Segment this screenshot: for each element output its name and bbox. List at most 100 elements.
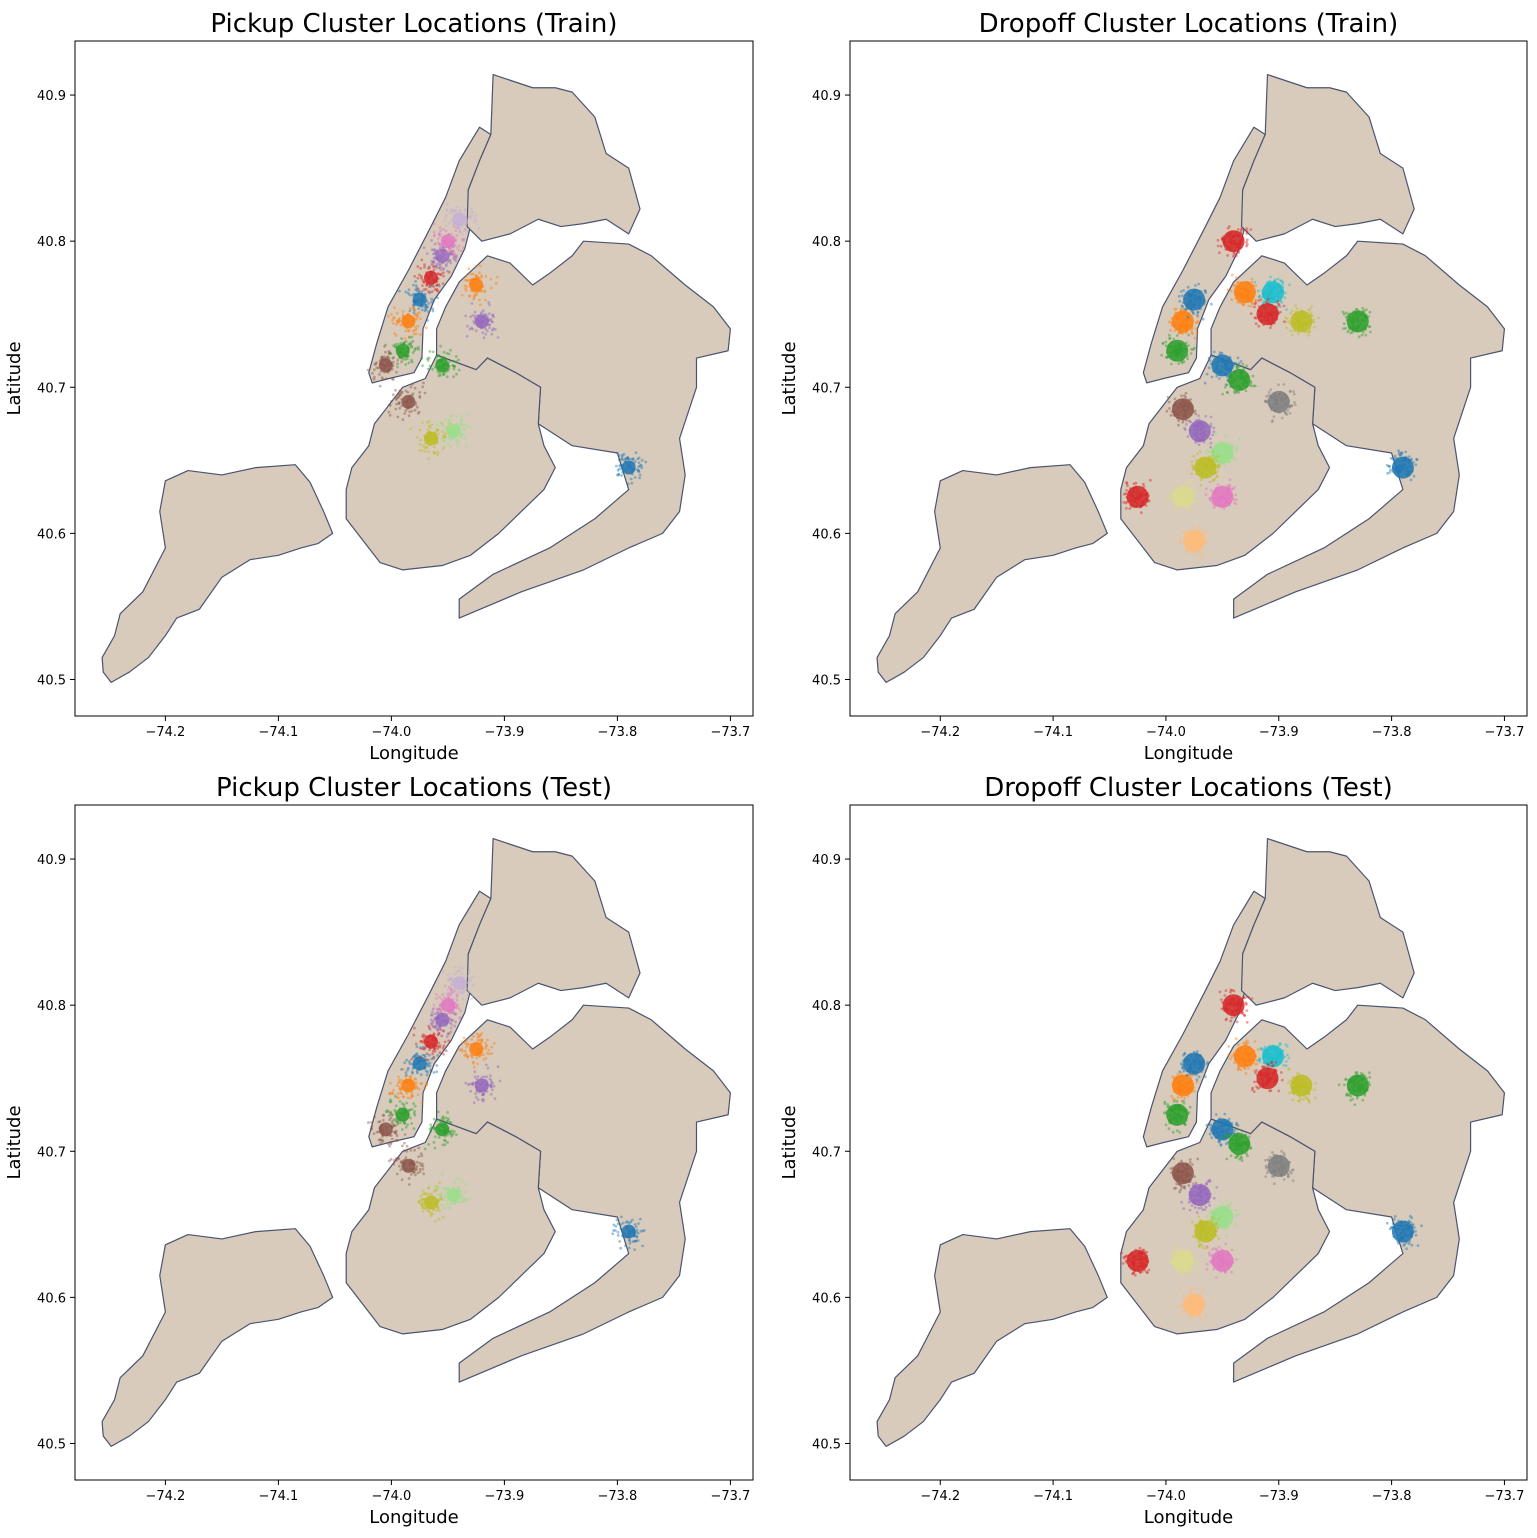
trip-point bbox=[478, 1055, 482, 1058]
trip-point bbox=[473, 294, 476, 298]
trip-point bbox=[449, 1132, 453, 1136]
trip-point bbox=[392, 1159, 396, 1162]
trip-point bbox=[421, 278, 425, 282]
trip-point bbox=[444, 229, 448, 233]
trip-point bbox=[1368, 310, 1372, 314]
trip-point bbox=[462, 1196, 466, 1200]
trip-point bbox=[1194, 321, 1198, 324]
trip-point bbox=[1243, 1014, 1246, 1017]
trip-point bbox=[464, 287, 467, 291]
trip-point bbox=[427, 310, 430, 314]
trip-point bbox=[1281, 282, 1284, 286]
trip-point bbox=[1205, 451, 1208, 454]
trip-point bbox=[1184, 481, 1188, 485]
trip-point bbox=[394, 1132, 398, 1135]
trip-point bbox=[1210, 375, 1214, 379]
trip-point bbox=[453, 998, 457, 1002]
y-tick-label: 40.6 bbox=[812, 527, 841, 542]
trip-point bbox=[489, 1079, 493, 1082]
trip-point bbox=[1171, 1075, 1175, 1078]
trip-point bbox=[389, 1142, 393, 1146]
trip-point bbox=[398, 389, 402, 393]
trip-point bbox=[1202, 440, 1206, 444]
trip-point bbox=[1241, 227, 1244, 231]
trip-point bbox=[423, 265, 426, 269]
trip-point bbox=[465, 285, 469, 288]
trip-point bbox=[1184, 428, 1187, 431]
trip-point bbox=[620, 457, 623, 461]
trip-point bbox=[445, 224, 449, 228]
trip-point bbox=[461, 232, 464, 236]
trip-point bbox=[435, 355, 438, 358]
trip-point bbox=[1312, 320, 1316, 324]
trip-point bbox=[404, 1071, 408, 1074]
trip-point bbox=[453, 989, 456, 992]
x-tick-label: −74.2 bbox=[145, 1489, 185, 1504]
trip-point bbox=[457, 1201, 460, 1204]
plot-area bbox=[101, 74, 732, 683]
cluster-core bbox=[469, 1042, 484, 1056]
trip-point bbox=[413, 1077, 417, 1081]
trip-point bbox=[415, 1168, 418, 1171]
cluster-8 bbox=[1250, 1060, 1284, 1093]
trip-point bbox=[1245, 238, 1249, 242]
trip-point bbox=[400, 391, 403, 394]
trip-point bbox=[425, 445, 429, 449]
trip-point bbox=[1233, 1061, 1236, 1065]
trip-point bbox=[457, 991, 460, 995]
trip-point bbox=[1255, 1062, 1259, 1066]
trip-point bbox=[488, 303, 491, 307]
trip-point bbox=[463, 278, 467, 282]
trip-point bbox=[441, 1029, 445, 1033]
trip-point bbox=[406, 1096, 410, 1100]
trip-point bbox=[455, 226, 458, 229]
trip-point bbox=[465, 334, 469, 338]
trip-point bbox=[484, 1045, 488, 1048]
cluster-core bbox=[446, 424, 461, 439]
trip-point bbox=[456, 444, 460, 447]
trip-point bbox=[1344, 326, 1348, 330]
trip-point bbox=[1204, 493, 1208, 496]
trip-point bbox=[379, 1138, 383, 1142]
trip-point bbox=[398, 1100, 402, 1103]
trip-point bbox=[486, 1038, 490, 1042]
trip-point bbox=[1389, 456, 1393, 460]
trip-point bbox=[448, 1202, 452, 1205]
trip-point bbox=[431, 1050, 435, 1053]
trip-point bbox=[484, 1041, 487, 1045]
trip-point bbox=[400, 1128, 404, 1131]
trip-point bbox=[616, 1234, 620, 1237]
trip-point bbox=[633, 1239, 637, 1243]
trip-point bbox=[462, 237, 466, 241]
trip-point bbox=[427, 424, 431, 428]
trip-point bbox=[441, 1046, 445, 1050]
trip-point bbox=[414, 288, 418, 292]
trip-point bbox=[426, 319, 429, 322]
trip-point bbox=[431, 1212, 435, 1216]
trip-point bbox=[392, 344, 395, 348]
trip-point bbox=[443, 1194, 446, 1198]
trip-point bbox=[428, 266, 431, 269]
trip-point bbox=[412, 283, 415, 287]
trip-point bbox=[447, 1032, 451, 1036]
trip-point bbox=[1245, 230, 1249, 233]
trip-point bbox=[427, 265, 431, 269]
trip-point bbox=[438, 1004, 442, 1007]
trip-point bbox=[620, 474, 623, 477]
trip-point bbox=[412, 1055, 416, 1059]
trip-point bbox=[460, 991, 463, 994]
trip-point bbox=[404, 409, 408, 413]
trip-point bbox=[433, 1026, 437, 1029]
trip-point bbox=[413, 1113, 417, 1117]
trip-point bbox=[439, 344, 442, 348]
trip-point bbox=[411, 306, 415, 310]
trip-point bbox=[1242, 996, 1245, 999]
trip-point bbox=[423, 1053, 426, 1057]
trip-point bbox=[439, 1010, 443, 1014]
trip-point bbox=[1209, 415, 1213, 419]
trip-point bbox=[416, 324, 420, 328]
trip-point bbox=[396, 358, 399, 362]
trip-point bbox=[1209, 425, 1213, 429]
trip-point bbox=[384, 350, 387, 354]
trip-point bbox=[415, 1052, 419, 1055]
